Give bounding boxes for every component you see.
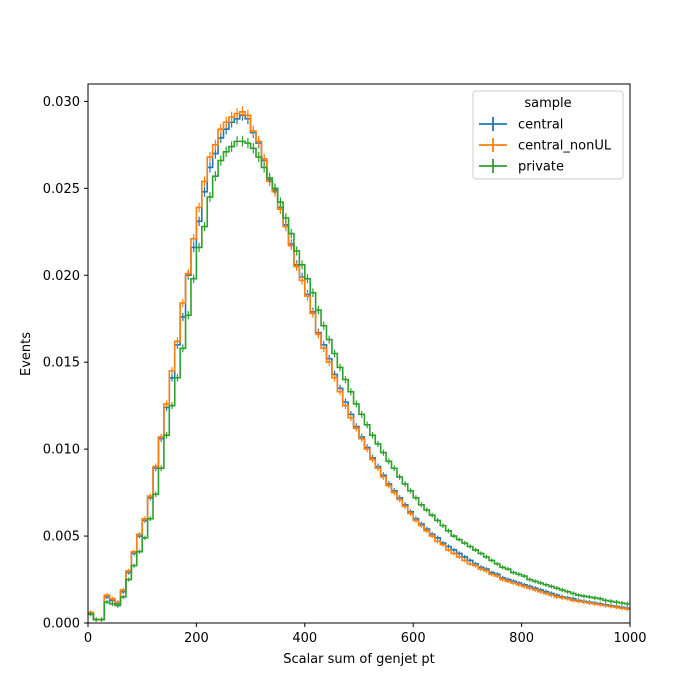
series-private: [88, 136, 630, 622]
legend-box: [472, 90, 624, 180]
y-tick-label: 0.015: [43, 356, 80, 371]
series-layer: [88, 106, 630, 622]
x-tick-label: 0: [84, 631, 92, 646]
x-axis-ticks: 0 200 400 600 800 1000: [84, 623, 647, 646]
y-tick-label: 0.020: [43, 269, 80, 284]
plot-frame: [87, 83, 631, 624]
legend-label: private: [518, 160, 564, 175]
x-tick-label: 200: [184, 631, 209, 646]
y-axis-label: Events: [19, 332, 34, 376]
y-tick-label: 0.030: [43, 95, 80, 110]
x-tick-label: 400: [292, 631, 317, 646]
series-line-central_nonUL: [88, 111, 630, 621]
y-tick-label: 0.010: [43, 443, 80, 458]
legend-title: sample: [524, 96, 571, 111]
x-tick-label: 600: [401, 631, 426, 646]
x-axis-label: Scalar sum of genjet pt: [283, 652, 435, 667]
legend-label: central: [518, 118, 563, 133]
legend-entry-private: private: [479, 159, 564, 175]
x-tick-label: 1000: [613, 631, 646, 646]
y-tick-label: 0.005: [43, 530, 80, 545]
series-central_nonUL: [88, 106, 630, 622]
y-axis-ticks: 0.000 0.005 0.010 0.015 0.020 0.025 0.030: [43, 95, 88, 632]
y-tick-label: 0.025: [43, 182, 80, 197]
legend-entry-central_nonUL: central_nonUL: [479, 138, 612, 154]
legend-entry-central: central: [479, 117, 563, 133]
x-tick-label: 800: [509, 631, 534, 646]
legend-label: central_nonUL: [518, 139, 612, 154]
y-tick-label: 0.000: [43, 617, 80, 632]
